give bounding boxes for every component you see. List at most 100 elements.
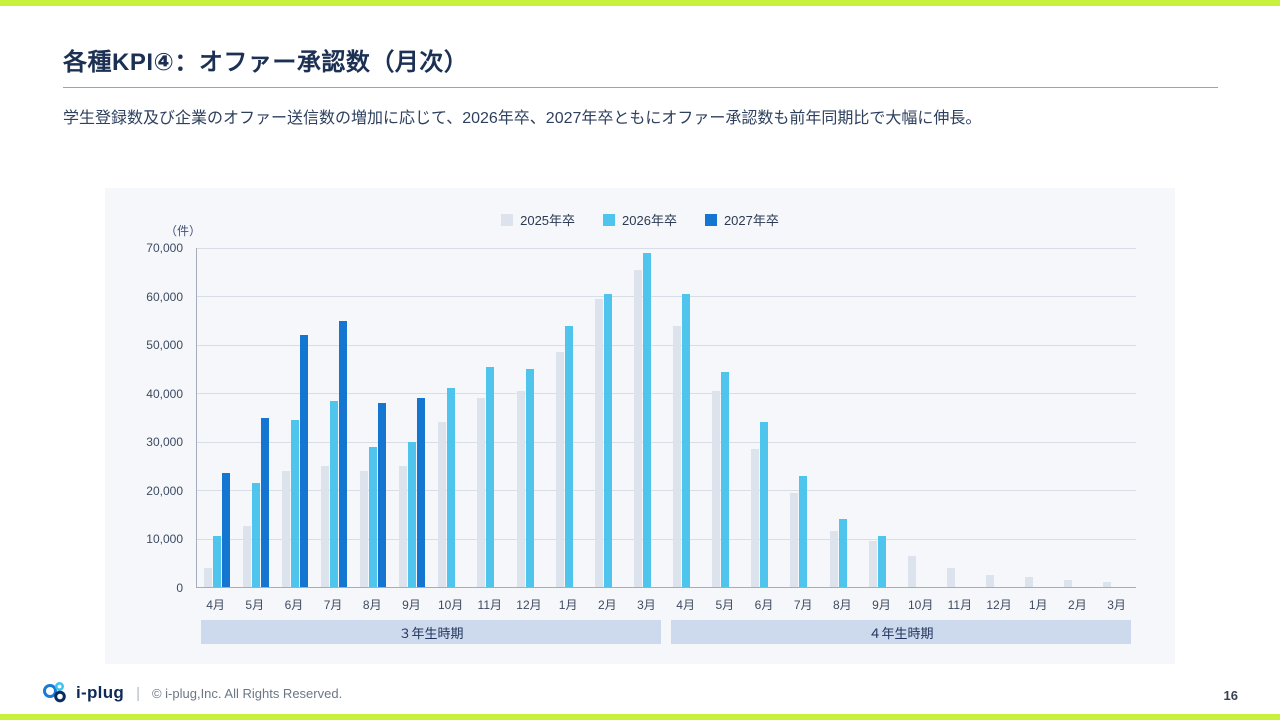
- chart-legend: 2025年卒 2026年卒 2027年卒: [105, 210, 1175, 229]
- bar-2026年卒: [251, 482, 260, 587]
- bar-group: [471, 248, 510, 587]
- bar-group: [236, 248, 275, 587]
- bar-2026年卒: [877, 536, 886, 587]
- bar-2025年卒: [320, 465, 329, 587]
- bar-2026年卒: [838, 519, 847, 587]
- bar-2026年卒: [760, 422, 769, 587]
- gridline: [197, 490, 1136, 492]
- bar-2025年卒: [946, 567, 955, 587]
- x-tick-label: 5月: [715, 598, 735, 612]
- y-axis-unit-label: （件）: [165, 224, 202, 238]
- bar-2025年卒: [516, 390, 525, 587]
- bar-group: [432, 248, 471, 587]
- x-tick-label: 12月: [516, 598, 542, 612]
- bar-group: [354, 248, 393, 587]
- bar-2025年卒: [438, 422, 447, 587]
- bar-group: [862, 248, 901, 587]
- bar-group: [197, 248, 236, 587]
- footer: i-plug | © i-plug,Inc. All Rights Reserv…: [40, 681, 342, 705]
- y-tick-label: 30,000: [146, 435, 183, 450]
- bar-group: [745, 248, 784, 587]
- bar-2025年卒: [907, 555, 916, 587]
- x-tick-label: 2月: [1068, 598, 1087, 612]
- x-axis-labels: 4月 5月 6月 7月 8月 9月 10月 11月 12月 1月 2月 3月 4月 5月 6月 7月 8月 9月 1…: [196, 592, 1136, 613]
- gridline: [197, 296, 1136, 298]
- y-tick-label: 40,000: [146, 386, 183, 401]
- bar-2025年卒: [281, 470, 290, 587]
- bar-group: [901, 248, 940, 587]
- x-tick-label: 1月: [1028, 598, 1048, 612]
- x-tick-label: 9月: [402, 598, 421, 612]
- x-tick-label: 11月: [947, 598, 973, 612]
- bar-2025年卒: [633, 269, 642, 587]
- x-tick-label: 4月: [206, 598, 225, 612]
- bar-2025年卒: [790, 492, 799, 587]
- bar-2025年卒: [203, 567, 212, 587]
- x-tick-label: 8月: [832, 598, 852, 612]
- x-tick-label: 5月: [245, 598, 265, 612]
- legend-label: 2027年卒: [723, 213, 779, 228]
- x-tick-label: 4月: [676, 598, 695, 612]
- legend-label: 2026年卒: [622, 213, 677, 228]
- gridline: [197, 248, 1136, 249]
- bar-group: [393, 248, 432, 587]
- i-plug-logo-icon: [43, 681, 66, 703]
- bar-group: [627, 248, 666, 587]
- legend-label: 2025年卒: [520, 213, 576, 228]
- bar-2026年卒: [642, 252, 651, 587]
- bar-2025年卒: [673, 325, 682, 587]
- page-title: 各種KPI④：オファー承認数（月次）: [63, 49, 469, 76]
- x-tick-label: 7月: [793, 598, 813, 612]
- bar-2027年卒: [260, 417, 269, 587]
- bar-group: [784, 248, 823, 587]
- x-tick-label: 1月: [558, 598, 578, 612]
- bar-group: [510, 248, 549, 587]
- bar-2026年卒: [525, 369, 534, 587]
- bar-2026年卒: [603, 294, 612, 587]
- bar-2026年卒: [212, 536, 221, 587]
- i-plug-logo: i-plug: [40, 681, 124, 705]
- bar-group: [823, 248, 862, 587]
- x-tick-label: 3月: [637, 598, 656, 612]
- slide-subtitle: 学生登録数及び企業のオファー送信数の増加に応じて、2026年卒、2027年卒とも…: [63, 110, 982, 127]
- page-number: 16: [1223, 688, 1238, 703]
- bar-2025年卒: [868, 541, 877, 587]
- x-tick-label: 11月: [477, 598, 503, 612]
- bottom-accent-bar: [0, 714, 1280, 720]
- bar-2027年卒: [378, 402, 387, 587]
- plot-area: [196, 248, 1136, 588]
- title-divider: [63, 87, 1218, 88]
- x-tick-label: 6月: [754, 598, 774, 612]
- x-tick-label: 9月: [872, 598, 891, 612]
- bar-2026年卒: [721, 371, 730, 587]
- period-band: ３年生時期: [201, 620, 661, 644]
- top-accent-bar: [0, 0, 1280, 6]
- bar-2025年卒: [555, 352, 564, 587]
- legend-swatch: [603, 213, 616, 226]
- y-tick-label: 70,000: [146, 241, 183, 255]
- bar-2025年卒: [829, 531, 838, 587]
- bar-2026年卒: [290, 419, 299, 587]
- x-tick-label: 2月: [597, 598, 617, 612]
- bar-2027年卒: [221, 473, 230, 587]
- x-tick-label: 6月: [284, 598, 304, 612]
- y-tick-label: 60,000: [146, 289, 183, 304]
- legend-item: 2026年卒: [603, 210, 677, 229]
- bar-2025年卒: [360, 470, 369, 587]
- bar-group: [940, 248, 979, 587]
- bar-2025年卒: [477, 398, 486, 587]
- bar-group: [706, 248, 745, 587]
- gridline: [197, 538, 1136, 540]
- legend-swatch: [501, 213, 514, 226]
- y-tick-label: 20,000: [146, 483, 183, 498]
- x-tick-label: 3月: [1107, 598, 1126, 612]
- bar-2027年卒: [299, 335, 308, 587]
- bar-2025年卒: [1064, 579, 1073, 587]
- x-tick-label: 7月: [323, 598, 343, 612]
- chart-panel: 2025年卒 2026年卒 2027年卒 （件） 0 10,000 20,000 30,0…: [105, 188, 1175, 664]
- bar-group: [980, 248, 1019, 587]
- bar-2026年卒: [682, 294, 691, 587]
- bar-group: [588, 248, 627, 587]
- bar-2026年卒: [369, 446, 378, 587]
- bar-2026年卒: [799, 475, 808, 587]
